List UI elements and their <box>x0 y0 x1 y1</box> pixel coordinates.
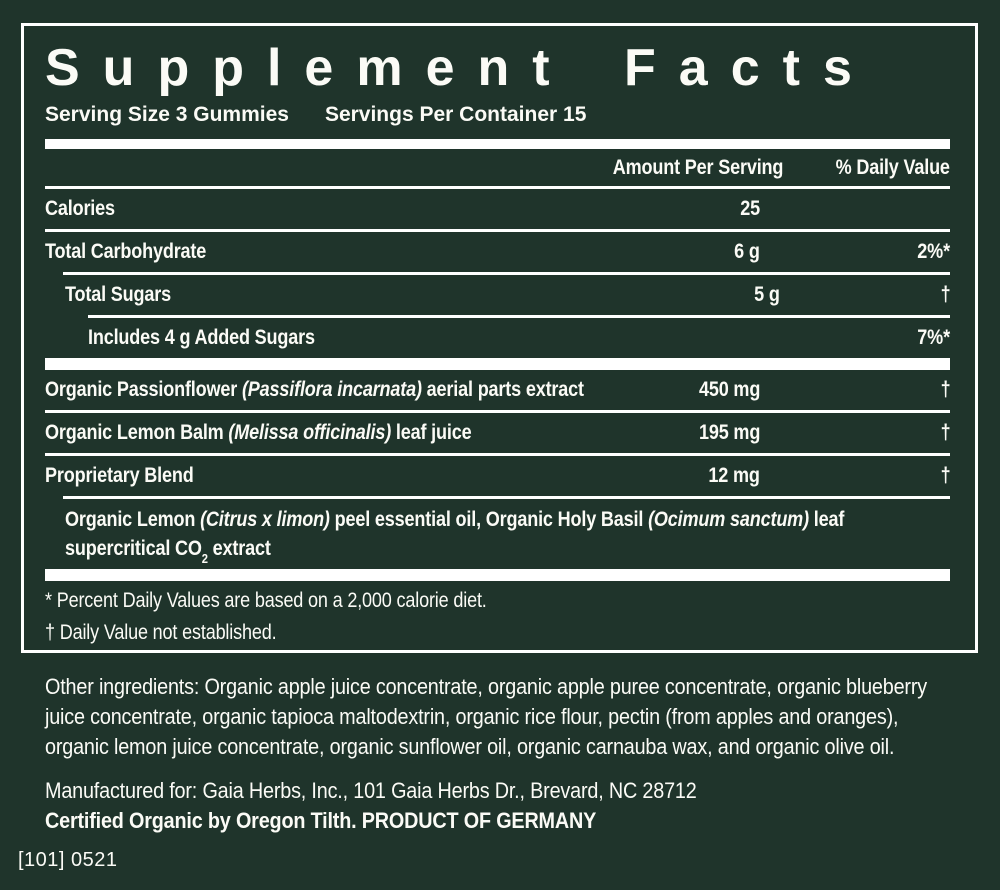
row-divider <box>45 453 950 456</box>
table-row: Includes 4 g Added Sugars 7%* <box>45 318 950 358</box>
table-row: Total Sugars 5 g † <box>45 275 950 315</box>
header-divider <box>45 186 950 189</box>
label-footer: Other ingredients: Organic apple juice c… <box>45 672 980 836</box>
other-ingredients: Other ingredients: Organic apple juice c… <box>45 672 980 762</box>
column-header-daily-value: % Daily Value <box>835 155 950 179</box>
nutrient-name: Total Sugars <box>65 283 171 306</box>
row-divider <box>63 496 950 499</box>
amount-per-serving-value: 450 mg <box>698 378 760 401</box>
other-ingredients-line: juice concentrate, organic tapioca malto… <box>45 704 899 729</box>
column-header-amount: Amount Per Serving <box>612 155 784 179</box>
footnotes: * Percent Daily Values are based on a 2,… <box>45 581 950 649</box>
nutrient-name: Includes 4 g Added Sugars <box>88 326 315 349</box>
daily-value: † <box>940 464 950 487</box>
nutrient-name: Total Carbohydrate <box>45 240 207 263</box>
table-row: Organic Lemon Balm (Melissa officinalis)… <box>45 413 950 453</box>
lot-code: [101] 0521 <box>18 849 118 871</box>
serving-size: Serving Size 3 Gummies <box>45 103 289 126</box>
row-divider <box>88 315 950 318</box>
nutrient-name: Organic Lemon Balm (Melissa officinalis)… <box>45 421 472 444</box>
table-header-row: Amount Per Serving % Daily Value <box>45 149 950 186</box>
amount-per-serving-value: 25 <box>740 197 760 220</box>
row-divider <box>63 272 950 275</box>
thick-section-divider <box>45 358 950 370</box>
other-ingredients-line: organic lemon juice concentrate, organic… <box>45 734 895 759</box>
amount-per-serving-value: 195 mg <box>698 421 760 444</box>
amount-per-serving-value: 6 g <box>734 240 760 263</box>
amount-per-serving-value: 5 g <box>754 283 780 306</box>
daily-value <box>760 197 950 221</box>
section-divider-bottom <box>45 569 950 581</box>
nutrient-name: Calories <box>45 197 115 220</box>
section-divider-top <box>45 139 950 149</box>
daily-value: 2%* <box>917 240 950 263</box>
footnote-daily-value: * Percent Daily Values are based on a 2,… <box>45 589 487 612</box>
table-row: Proprietary Blend 12 mg † <box>45 456 950 496</box>
panel-title: Supplement Facts <box>45 39 875 97</box>
table-row: Total Carbohydrate 6 g 2%* <box>45 232 950 272</box>
other-ingredients-line: Other ingredients: Organic apple juice c… <box>45 674 927 699</box>
row-divider <box>45 229 950 232</box>
table-row: Organic Passionflower (Passiflora incarn… <box>45 370 950 410</box>
daily-value: † <box>940 378 950 401</box>
blend-text: Organic Lemon (Citrus x limon) peel esse… <box>65 508 845 566</box>
certification-line: Certified Organic by Oregon Tilth. PRODU… <box>45 808 597 833</box>
nutrient-name: Organic Passionflower (Passiflora incarn… <box>45 378 584 401</box>
daily-value: † <box>940 283 950 306</box>
table-row: Calories 25 <box>45 189 950 229</box>
daily-value: 7%* <box>917 326 950 349</box>
daily-value: † <box>940 421 950 444</box>
manufacturer-address: Manufactured for: Gaia Herbs, Inc., 101 … <box>45 778 697 803</box>
amount-per-serving-value <box>628 326 803 350</box>
amount-per-serving-value: 12 mg <box>708 464 761 487</box>
serving-info: Serving Size 3 Gummies Servings Per Cont… <box>45 103 950 127</box>
servings-per-container: Servings Per Container 15 <box>324 103 587 126</box>
footnote-dagger: † Daily Value not established. <box>45 621 277 644</box>
proprietary-blend-description: Organic Lemon (Citrus x limon) peel esse… <box>45 499 950 566</box>
nutrient-name: Proprietary Blend <box>45 464 194 487</box>
row-divider <box>45 410 950 413</box>
supplement-facts-panel: Supplement Facts Serving Size 3 Gummies … <box>21 23 978 653</box>
supplement-facts-table: Calories 25 Total Carbohydrate 6 g 2%* Total … <box>45 189 950 496</box>
